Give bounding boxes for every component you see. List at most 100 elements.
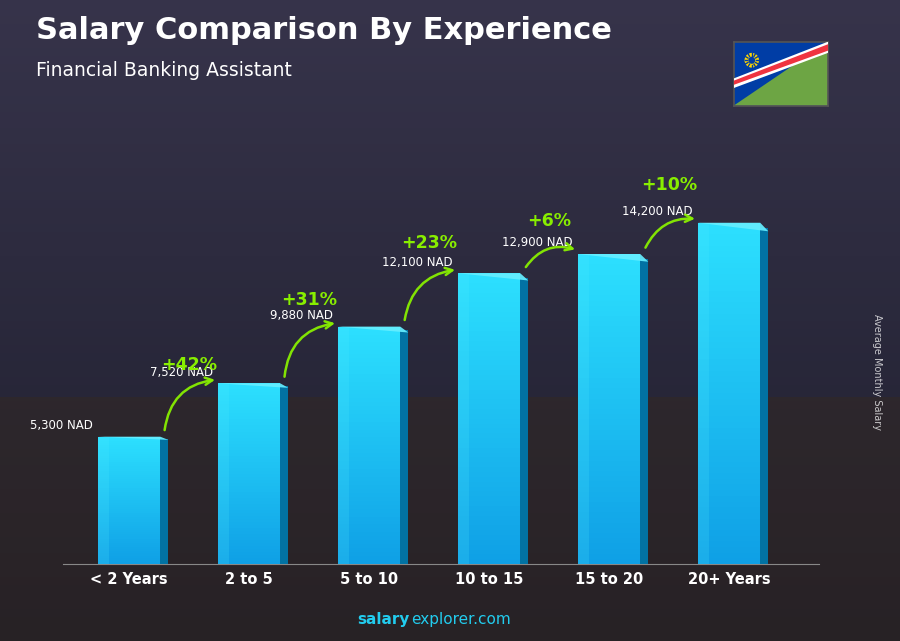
Bar <box>98 490 160 492</box>
Bar <box>218 525 280 528</box>
Bar <box>698 251 760 257</box>
Bar <box>578 285 640 290</box>
Bar <box>98 469 160 470</box>
Bar <box>458 467 520 472</box>
Bar <box>458 360 520 365</box>
Bar <box>0 385 900 392</box>
Bar <box>98 443 160 445</box>
Bar <box>458 559 520 564</box>
Bar <box>458 273 469 564</box>
Bar <box>98 454 160 456</box>
Bar <box>338 477 400 481</box>
Bar <box>458 356 520 360</box>
Bar <box>218 479 280 483</box>
Bar <box>98 511 160 513</box>
Bar <box>218 474 280 477</box>
Bar <box>0 505 900 513</box>
Bar <box>338 370 400 374</box>
Bar <box>0 256 900 264</box>
Bar <box>218 504 280 507</box>
Bar <box>0 208 900 217</box>
Bar <box>698 490 760 496</box>
Bar <box>760 228 769 564</box>
Bar <box>458 443 520 447</box>
Bar <box>458 419 520 424</box>
Bar <box>578 523 640 528</box>
Bar <box>338 453 400 457</box>
Bar <box>218 468 280 470</box>
Bar <box>458 273 520 278</box>
Bar <box>458 409 520 414</box>
Bar <box>218 408 280 410</box>
Bar <box>0 633 900 641</box>
Bar <box>698 410 760 416</box>
Bar <box>218 498 280 501</box>
Bar <box>0 329 900 337</box>
Bar <box>0 473 900 481</box>
Bar <box>698 348 760 354</box>
Bar <box>698 399 760 405</box>
Bar <box>98 460 160 462</box>
Bar <box>218 465 280 468</box>
Bar <box>98 462 160 464</box>
Bar <box>98 458 160 460</box>
Bar <box>338 426 400 429</box>
Bar <box>280 386 288 564</box>
Bar <box>218 444 280 447</box>
Bar <box>218 537 280 540</box>
Bar <box>578 352 640 358</box>
Bar <box>338 465 400 469</box>
Bar <box>578 331 640 337</box>
Bar <box>458 322 520 326</box>
Bar <box>578 404 640 409</box>
Bar <box>218 486 280 488</box>
Bar <box>98 509 160 511</box>
Bar <box>698 524 760 530</box>
Bar <box>458 462 520 467</box>
Bar <box>458 526 520 530</box>
Bar <box>458 297 520 303</box>
Bar <box>458 303 520 307</box>
Bar <box>218 449 280 453</box>
Bar <box>698 558 760 564</box>
Bar <box>0 609 900 617</box>
Bar <box>458 501 520 506</box>
Bar <box>218 383 229 564</box>
Bar <box>0 104 900 112</box>
Bar <box>0 553 900 561</box>
Bar <box>98 553 160 556</box>
Text: Average Monthly Salary: Average Monthly Salary <box>872 314 883 429</box>
Bar <box>578 347 640 352</box>
Bar <box>0 192 900 200</box>
Bar <box>458 540 520 545</box>
FancyArrowPatch shape <box>284 321 332 377</box>
Bar <box>218 477 280 479</box>
Bar <box>218 440 280 444</box>
Bar <box>0 144 900 153</box>
Bar <box>218 534 280 537</box>
Bar <box>698 513 760 519</box>
Bar <box>338 537 400 540</box>
Bar <box>218 519 280 522</box>
Bar <box>578 559 640 564</box>
Bar <box>218 417 280 419</box>
Bar <box>0 153 900 160</box>
Bar <box>98 538 160 541</box>
Bar <box>0 32 900 40</box>
Bar <box>218 401 280 404</box>
Bar <box>98 479 160 481</box>
Bar <box>338 382 400 386</box>
Polygon shape <box>338 326 409 333</box>
Bar <box>98 447 160 449</box>
Bar <box>338 402 400 406</box>
Text: 5,300 NAD: 5,300 NAD <box>30 419 93 432</box>
Bar <box>578 538 640 544</box>
Bar <box>0 577 900 585</box>
Bar <box>578 507 640 512</box>
Bar <box>0 272 900 281</box>
Bar <box>338 509 400 513</box>
Bar <box>698 422 760 428</box>
Bar <box>578 326 640 331</box>
Bar <box>578 456 640 461</box>
Bar <box>698 547 760 553</box>
